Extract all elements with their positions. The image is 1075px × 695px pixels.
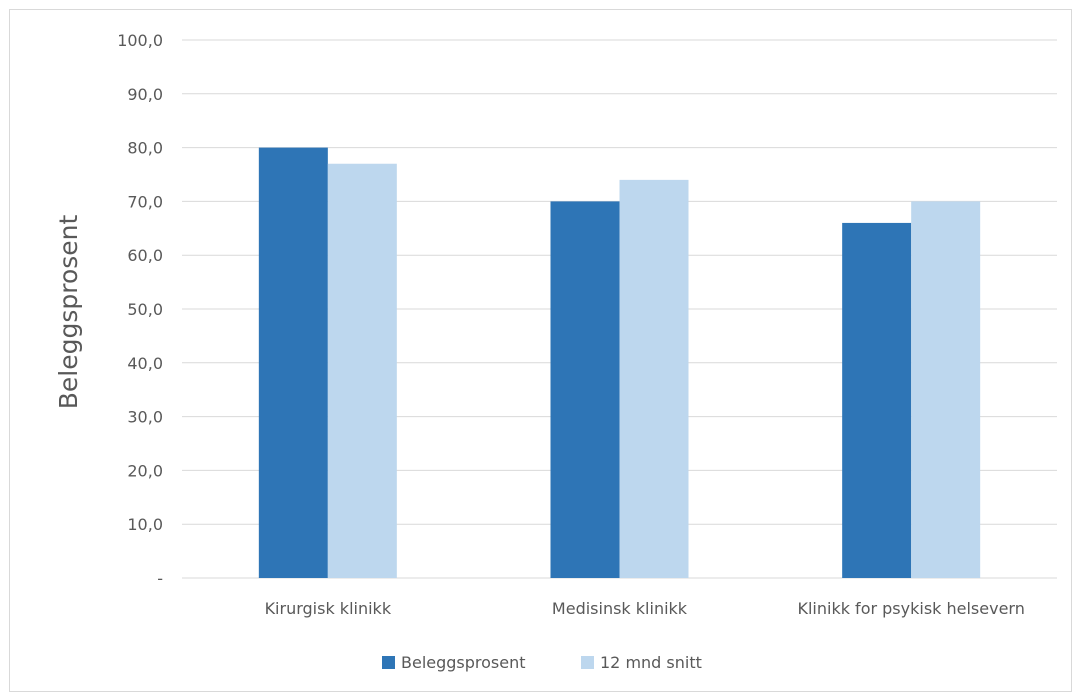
y-tick-label: 40,0 [127,354,163,373]
bar-beleggsprosent-1 [550,201,620,578]
y-axis-title: Beleggsprosent [54,215,83,410]
bar-12mnd-snitt-2 [911,201,981,578]
legend-label-1: 12 mnd snitt [600,653,702,672]
bar-beleggsprosent-0 [258,147,328,578]
y-tick-label: 70,0 [127,192,163,211]
bar-12mnd-snitt-0 [327,163,397,579]
y-tick-label: 80,0 [127,139,163,158]
x-category-label: Klinikk for psykisk helsevern [797,599,1024,618]
x-category-label: Medisinsk klinikk [552,599,688,618]
bar-beleggsprosent-2 [842,222,912,579]
y-tick-label: 30,0 [127,408,163,427]
y-axis-ticks: - 10,0 20,0 30,0 40,0 50,0 60,0 70,0 80,0 90,0 100… [117,31,163,588]
bars [258,147,981,579]
legend-label-0: Beleggsprosent [401,653,526,672]
legend: Beleggsprosent 12 mnd snitt [382,653,702,672]
y-tick-label: 20,0 [127,461,163,480]
y-tick-label: 10,0 [127,515,163,534]
x-axis-categories: Kirurgisk klinikk Medisinsk klinikk Klinik… [265,599,1025,618]
bar-12mnd-snitt-1 [619,179,689,578]
legend-swatch-1 [581,656,594,669]
legend-swatch-0 [382,656,395,669]
y-tick-label: 100,0 [117,31,163,50]
y-tick-label: 90,0 [127,85,163,104]
y-tick-label: - [157,569,163,588]
y-tick-label: 50,0 [127,300,163,319]
x-category-label: Kirurgisk klinikk [265,599,392,618]
y-tick-label: 60,0 [127,246,163,265]
